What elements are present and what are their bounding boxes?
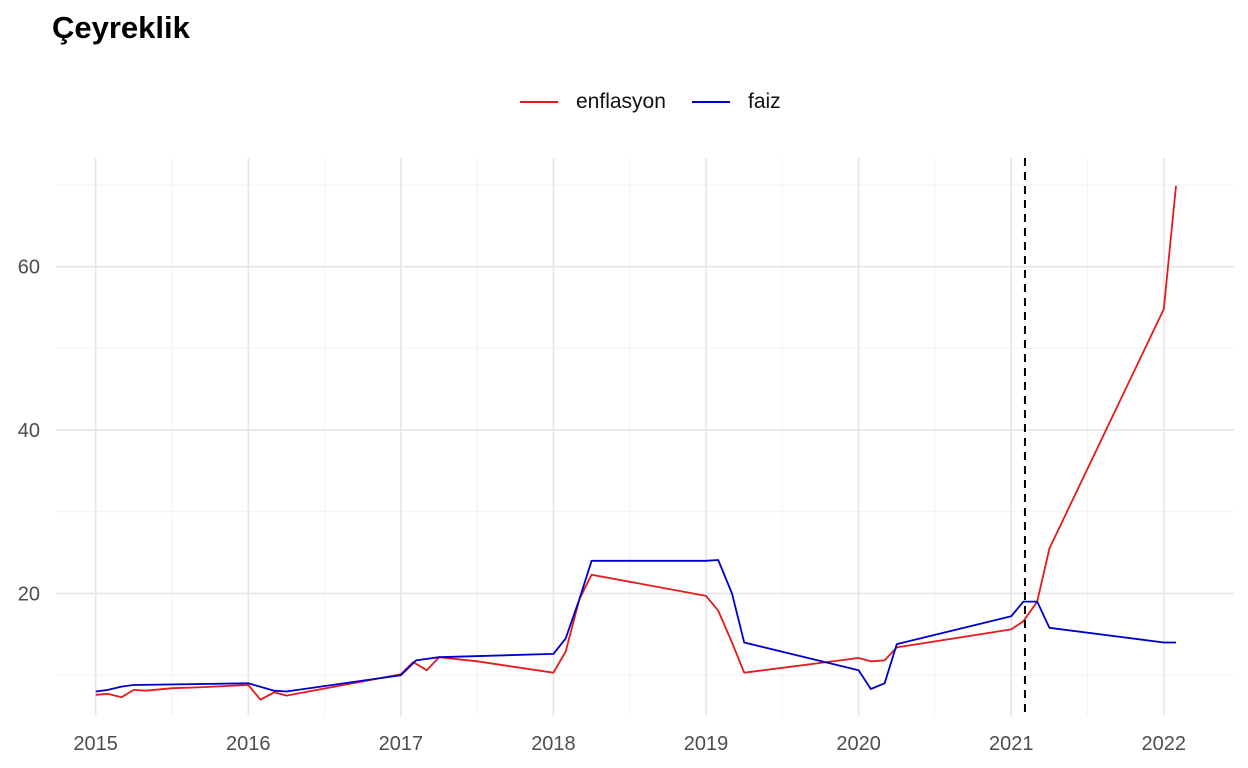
x-tick-label: 2022 bbox=[1142, 733, 1187, 755]
legend-item-enflasyon: enflasyon bbox=[520, 84, 666, 120]
legend-item-faiz: faiz bbox=[692, 84, 781, 120]
chart-title: Çeyreklik bbox=[52, 10, 190, 45]
x-tick-label: 2017 bbox=[379, 733, 424, 755]
x-tick-label: 2015 bbox=[73, 733, 118, 755]
y-tick-label: 60 bbox=[18, 257, 40, 279]
series-line-faiz bbox=[95, 559, 1176, 693]
x-tick-label: 2020 bbox=[836, 733, 881, 755]
legend-label-faiz: faiz bbox=[748, 90, 781, 113]
series-line-enflasyon bbox=[95, 185, 1177, 701]
x-tick-label: 2019 bbox=[684, 733, 729, 755]
legend-label-enflasyon: enflasyon bbox=[576, 90, 666, 113]
series-lines bbox=[95, 158, 1177, 716]
y-tick-label: 20 bbox=[18, 583, 40, 605]
grid bbox=[56, 158, 1234, 716]
legend: enflasyon faiz bbox=[0, 84, 1248, 120]
legend-swatch-enflasyon bbox=[520, 101, 558, 103]
x-tick-label: 2016 bbox=[226, 733, 271, 755]
tick-labels: 2015 2016 2017 2018 2019 2020 2021 2022 20 40 60 bbox=[18, 257, 1186, 755]
y-tick-label: 40 bbox=[18, 420, 40, 442]
x-tick-label: 2021 bbox=[989, 733, 1034, 755]
legend-swatch-faiz bbox=[692, 101, 730, 103]
x-tick-label: 2018 bbox=[531, 733, 576, 755]
